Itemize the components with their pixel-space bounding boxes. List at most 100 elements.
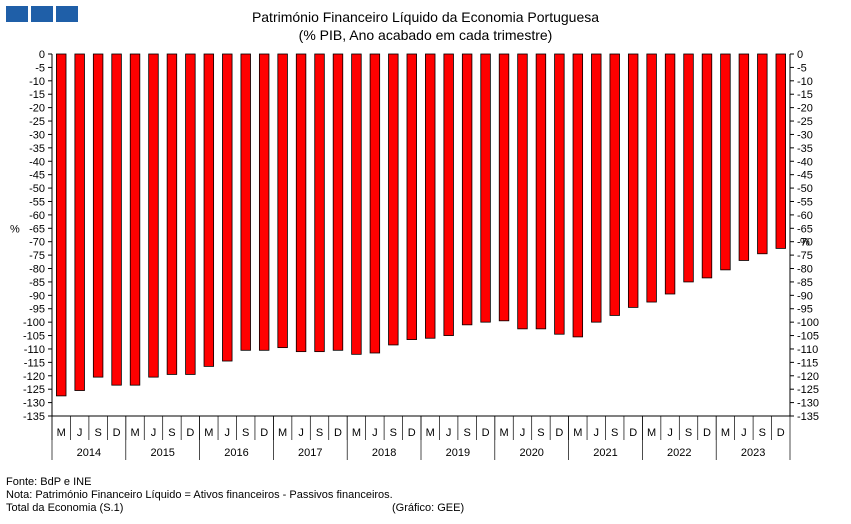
y-tick-label-right: -135 <box>797 411 819 423</box>
data-bar <box>295 53 307 353</box>
y-tick-label-right: -95 <box>797 304 813 316</box>
x-quarter-label: M <box>130 427 139 439</box>
data-bar <box>92 53 104 378</box>
data-bar <box>701 53 713 279</box>
x-year-label: 2022 <box>667 447 691 459</box>
chart-title: Património Financeiro Líquido da Economi… <box>251 9 600 25</box>
data-bar <box>314 53 325 353</box>
x-quarter-label: S <box>168 427 175 439</box>
y-tick-label-right: -5 <box>797 62 807 74</box>
x-quarter-label: M <box>352 427 361 439</box>
x-quarter-label: M <box>426 427 435 439</box>
x-quarter-label: J <box>446 427 452 439</box>
data-bar <box>720 53 731 271</box>
x-quarter-label: J <box>298 427 304 439</box>
data-bar <box>757 53 768 255</box>
y-tick-label-right: -35 <box>797 143 813 155</box>
x-quarter-label: J <box>372 427 378 439</box>
y-tick-label-left: -75 <box>29 250 45 262</box>
y-tick-label-right: -100 <box>797 317 819 329</box>
x-quarter-label: J <box>667 427 673 439</box>
gee-logo <box>6 6 78 22</box>
y-tick-label-left: -60 <box>29 210 45 222</box>
y-tick-label-right: -30 <box>797 129 813 141</box>
data-bar <box>646 53 657 303</box>
y-tick-label-right: -80 <box>797 264 813 276</box>
data-bar <box>627 53 639 308</box>
x-quarter-label: D <box>186 427 194 439</box>
y-tick-label-right: -90 <box>797 290 813 302</box>
data-bar <box>148 53 159 378</box>
data-bar <box>332 53 344 351</box>
data-bar <box>74 53 85 391</box>
data-bar <box>203 53 215 367</box>
y-tick-label-left: -20 <box>29 103 45 115</box>
y-tick-label-right: -55 <box>797 196 813 208</box>
y-tick-label-left: -25 <box>29 116 45 128</box>
data-bar <box>240 53 251 351</box>
y-tick-label-left: -55 <box>29 196 45 208</box>
logo-block <box>56 6 78 22</box>
y-tick-label-left: -120 <box>23 371 45 383</box>
x-year-label: 2023 <box>741 447 765 459</box>
data-bar <box>591 53 602 323</box>
y-tick-label-left: -125 <box>23 384 45 396</box>
y-tick-label-right: -105 <box>797 331 819 343</box>
x-quarter-label: M <box>647 427 656 439</box>
y-tick-label-left: -110 <box>24 344 45 356</box>
data-bar <box>517 53 528 330</box>
logo-block <box>6 6 28 22</box>
x-quarter-label: J <box>77 427 83 439</box>
data-bar <box>775 53 786 249</box>
y-tick-label-right: -75 <box>797 250 813 262</box>
x-quarter-label: D <box>629 427 637 439</box>
x-quarter-label: D <box>408 427 416 439</box>
y-tick-label-right: -25 <box>797 116 813 128</box>
x-quarter-label: S <box>685 427 692 439</box>
chart-title-block: Património Financeiro Líquido da Economi… <box>0 8 851 44</box>
y-tick-label-right: -20 <box>797 103 813 115</box>
x-year-label: 2019 <box>446 447 470 459</box>
chart-subtitle: (% PIB, Ano acabado em cada trimestre) <box>298 27 553 43</box>
x-year-label: 2014 <box>77 447 101 459</box>
y-tick-label-left: -130 <box>23 398 45 410</box>
y-tick-label-right: -85 <box>797 277 813 289</box>
x-quarter-label: M <box>499 427 508 439</box>
data-bar <box>425 53 436 339</box>
data-bar <box>738 53 750 261</box>
y-tick-label-left: -65 <box>29 223 45 235</box>
y-tick-label-right: -65 <box>797 223 813 235</box>
y-tick-label-right: -115 <box>797 357 818 369</box>
x-year-label: 2016 <box>224 447 248 459</box>
x-quarter-label: D <box>113 427 121 439</box>
y-tick-label-left: -95 <box>29 304 45 316</box>
y-tick-label-left: -85 <box>29 277 45 289</box>
data-bar <box>388 53 399 346</box>
sector-note: Total da Economia (S.1) <box>6 502 124 514</box>
data-bar <box>351 53 362 355</box>
data-bar <box>683 53 694 283</box>
y-tick-label-right: -125 <box>797 384 819 396</box>
y-tick-label-right: -45 <box>797 170 813 182</box>
x-quarter-label: S <box>390 427 397 439</box>
y-tick-label-right: -60 <box>797 210 813 222</box>
data-bar <box>443 53 454 336</box>
x-quarter-label: S <box>759 427 766 439</box>
data-bar <box>535 53 547 330</box>
y-tick-label-left: -70 <box>29 237 45 249</box>
x-year-label: 2015 <box>150 447 174 459</box>
y-tick-label-right: -110 <box>797 344 818 356</box>
y-tick-label-right: -120 <box>797 371 819 383</box>
x-quarter-label: D <box>703 427 711 439</box>
data-bar <box>258 53 270 351</box>
data-bar <box>664 53 676 295</box>
x-year-label: 2020 <box>519 447 543 459</box>
y-tick-label-right: -10 <box>797 76 813 88</box>
y-tick-label-left: -115 <box>24 357 45 369</box>
x-quarter-label: S <box>463 427 470 439</box>
y-tick-label-left: -45 <box>29 170 45 182</box>
data-bar <box>111 53 122 386</box>
data-bar <box>56 53 67 397</box>
x-quarter-label: D <box>555 427 563 439</box>
x-quarter-label: J <box>151 427 157 439</box>
